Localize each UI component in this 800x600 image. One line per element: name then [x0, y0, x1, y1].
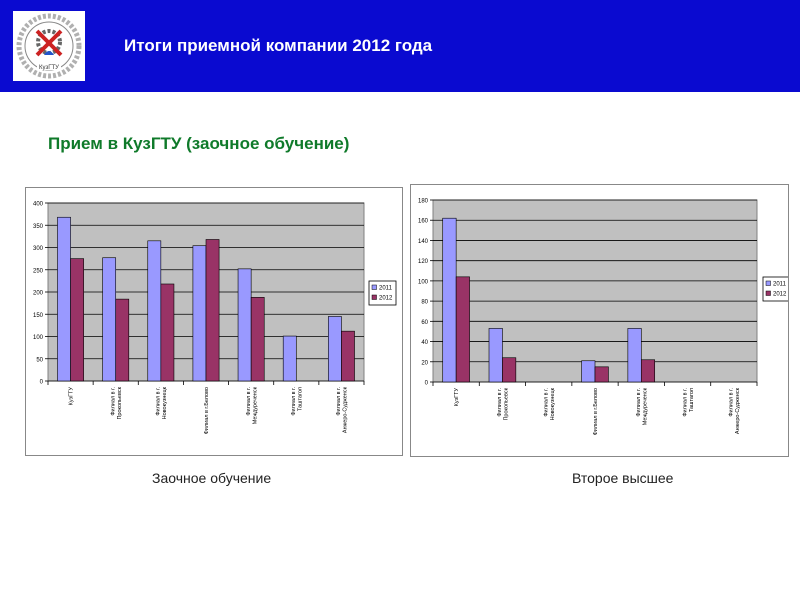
- y-tick-label: 140: [418, 239, 429, 245]
- x-tick-label-line: Новокузнецк: [550, 387, 556, 420]
- bar-2012: [640, 359, 656, 383]
- x-tick-label-line: Филиал в г.: [729, 388, 735, 417]
- y-tick-label: 200: [33, 291, 44, 297]
- x-tick-label-line: Филиал в г.: [156, 387, 162, 416]
- bar-2011: [442, 217, 457, 383]
- bar-2011: [627, 328, 642, 383]
- legend-label: 2011: [773, 282, 787, 288]
- chart-caption-second-degree: Второе высшее: [572, 470, 674, 486]
- x-tick-label: Филиал в г.Прокопьевск: [497, 387, 510, 420]
- legend-swatch: [765, 290, 771, 296]
- x-tick-label: КузГТУ: [69, 386, 75, 405]
- bar-2012: [455, 276, 470, 383]
- bar-2012: [250, 297, 265, 382]
- legend-label: 2012: [379, 296, 393, 302]
- x-tick-label-line: Филиал в г.Белово: [204, 387, 210, 434]
- y-tick-label: 100: [418, 279, 429, 285]
- x-tick-label-line: Филиал в г.: [682, 388, 688, 417]
- section-subtitle: Прием в КузГТУ (заочное обучение): [48, 134, 350, 153]
- chart-extramural-svg: 0 50 100 150 200 250 300 350 400 КузГТУ Филиал в г…: [33, 202, 397, 434]
- emblem-icon: КузГТУ: [16, 13, 82, 79]
- x-tick-label-line: Филиал в г.: [291, 387, 297, 416]
- page-title: Итоги приемной компании 2012 года: [124, 36, 433, 55]
- chart-second-degree: 0 20 40 60 80 100 120 140 160 180 КузГТУ Филиал в г…: [410, 184, 791, 457]
- y-tick-label: 50: [36, 357, 43, 363]
- x-tick-label-line: КузГТУ: [69, 386, 75, 405]
- bar-2011: [581, 360, 596, 383]
- x-tick-label: Филиал в г.Междуреченск: [246, 386, 259, 424]
- legend-swatch: [765, 280, 771, 286]
- x-tick-label: Филиал в г.Междуреченск: [636, 387, 649, 425]
- x-tick-label: Филиал в г.Прокопьевск: [110, 386, 123, 419]
- legend-swatch: [371, 284, 377, 290]
- y-tick-label: 400: [33, 202, 44, 208]
- x-tick-label-line: Таштагол: [689, 388, 695, 412]
- x-tick-label-line: Анжеро-Судженск: [343, 386, 349, 433]
- chart-caption-extramural: Заочное обучение: [152, 470, 272, 486]
- chart-second-degree-svg: 0 20 40 60 80 100 120 140 160 180 КузГТУ Филиал в г…: [418, 199, 791, 435]
- bar-2012: [160, 283, 175, 382]
- chart-extramural: 0 50 100 150 200 250 300 350 400 КузГТУ Филиал в г…: [25, 187, 403, 456]
- y-tick-label: 0: [40, 380, 44, 386]
- bar-2012: [205, 239, 220, 382]
- bar-2012: [341, 330, 355, 382]
- x-tick-label: Филиал в г.Анжеро-Судженск: [729, 387, 742, 434]
- x-tick-label-line: Филиал в г.: [110, 387, 116, 416]
- logo: КузГТУ: [13, 11, 85, 81]
- y-tick-label: 350: [33, 224, 44, 230]
- x-tick-label-line: Прокопьевск: [504, 387, 510, 420]
- y-tick-label: 20: [421, 360, 428, 366]
- x-tick-label-line: Прокопьевск: [117, 386, 123, 419]
- x-tick-label-line: Филиал в г.: [636, 388, 642, 417]
- bar-2011: [192, 245, 207, 382]
- x-tick-label: Филиал в г.Таштагол: [291, 387, 304, 416]
- y-tick-label: 100: [33, 335, 44, 341]
- bar-2012: [115, 298, 130, 382]
- bar-2011: [282, 335, 297, 382]
- y-tick-label: 40: [421, 340, 428, 346]
- legend-label: 2011: [379, 286, 393, 292]
- legend-label: 2012: [773, 292, 787, 298]
- y-tick-label: 250: [33, 268, 44, 274]
- y-tick-label: 160: [418, 219, 429, 225]
- bar-2011: [237, 268, 252, 382]
- x-tick-label: Филиал в г.Новокузнецк: [543, 387, 556, 420]
- x-tick-label: КузГТУ: [454, 387, 460, 406]
- bar-2012: [70, 258, 84, 382]
- x-tick-label-line: Таштагол: [298, 387, 304, 411]
- x-tick-label-line: Новокузнецк: [162, 386, 168, 419]
- legend-swatch: [371, 294, 377, 300]
- x-tick-label: Филиал в г.Белово: [204, 387, 210, 434]
- x-tick-label-line: Филиал в г.: [336, 387, 342, 416]
- x-tick-label-line: Филиал в г.: [246, 387, 252, 416]
- x-tick-label: Филиал в г.Анжеро-Судженск: [336, 386, 349, 433]
- x-tick-label: Филиал в г.Таштагол: [682, 388, 695, 417]
- x-tick-label-line: Междуреченск: [252, 386, 258, 424]
- header-bar: КузГТУ Итоги приемной компании 2012 года: [0, 0, 800, 92]
- y-tick-label: 0: [425, 381, 429, 387]
- y-tick-label: 120: [418, 259, 429, 265]
- y-tick-label: 300: [33, 246, 44, 252]
- y-tick-label: 60: [421, 320, 428, 326]
- x-tick-label-line: Филиал в г.: [543, 388, 549, 417]
- x-tick-label-line: Анжеро-Судженск: [735, 387, 741, 434]
- x-tick-label-line: Междуреченск: [643, 387, 649, 425]
- bar-2011: [328, 316, 342, 382]
- y-tick-label: 180: [418, 199, 429, 205]
- x-tick-label: Филиал в г.Белово: [593, 388, 599, 435]
- bar-2011: [147, 240, 162, 382]
- bar-2012: [502, 357, 517, 383]
- x-tick-label-line: Филиал в г.: [497, 388, 503, 417]
- bar-2012: [594, 366, 609, 383]
- bar-2011: [102, 257, 117, 382]
- x-tick-label: Филиал в г.Новокузнецк: [156, 386, 169, 419]
- y-tick-label: 80: [421, 300, 428, 306]
- bar-2011: [488, 328, 503, 383]
- x-tick-label-line: КузГТУ: [454, 387, 460, 406]
- bar-2011: [57, 216, 71, 382]
- logo-text: КузГТУ: [39, 65, 59, 71]
- plot-area: [432, 199, 758, 383]
- y-tick-label: 150: [33, 313, 44, 319]
- x-tick-label-line: Филиал в г.Белово: [593, 388, 599, 435]
